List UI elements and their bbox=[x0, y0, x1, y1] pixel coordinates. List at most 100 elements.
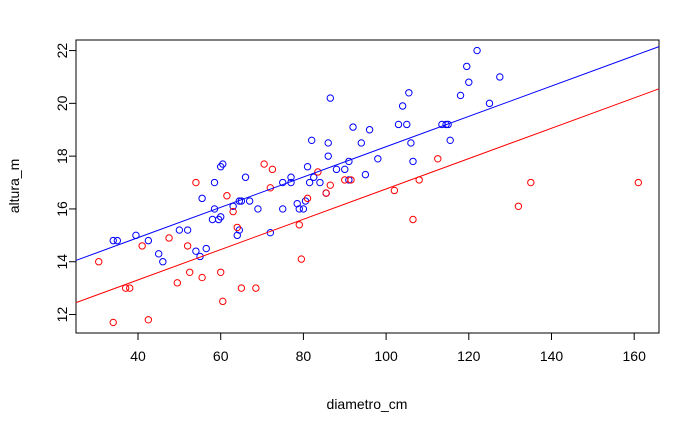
data-point bbox=[349, 123, 357, 131]
data-point bbox=[326, 181, 334, 189]
y-tick-label: 18 bbox=[54, 148, 70, 164]
data-point bbox=[210, 178, 219, 187]
data-point bbox=[407, 139, 415, 147]
data-point bbox=[322, 189, 330, 197]
data-point bbox=[496, 73, 504, 81]
data-point bbox=[126, 284, 134, 292]
data-point bbox=[405, 89, 413, 97]
data-point bbox=[514, 202, 523, 210]
data-point bbox=[409, 215, 417, 224]
data-point bbox=[394, 120, 403, 129]
data-point bbox=[485, 99, 494, 108]
data-point bbox=[297, 255, 306, 263]
y-tick-label: 22 bbox=[54, 43, 70, 59]
data-point bbox=[138, 242, 146, 250]
data-point bbox=[198, 273, 206, 282]
data-point bbox=[473, 46, 481, 55]
regression-line-2 bbox=[75, 88, 660, 304]
data-point bbox=[341, 176, 349, 184]
data-point bbox=[198, 194, 206, 203]
data-point bbox=[229, 207, 237, 216]
data-point bbox=[374, 155, 382, 163]
data-point bbox=[310, 173, 318, 181]
y-tick-label: 20 bbox=[54, 95, 70, 111]
data-point bbox=[260, 160, 268, 168]
data-point bbox=[113, 236, 122, 245]
plot-frame bbox=[75, 39, 660, 334]
data-point bbox=[287, 173, 295, 181]
data-point bbox=[305, 178, 314, 187]
data-point bbox=[237, 284, 246, 292]
data-point bbox=[254, 205, 262, 213]
data-point bbox=[223, 192, 231, 200]
y-tick-label: 14 bbox=[54, 254, 70, 270]
data-point bbox=[165, 234, 173, 242]
data-point bbox=[208, 215, 217, 224]
x-tick-label: 60 bbox=[213, 348, 229, 364]
y-axis: 12 14 16 18 20 22 bbox=[54, 43, 76, 322]
data-point bbox=[444, 120, 452, 129]
data-point bbox=[345, 176, 353, 184]
data-point bbox=[219, 297, 227, 306]
data-point bbox=[268, 165, 277, 174]
data-point bbox=[465, 78, 473, 86]
data-point bbox=[316, 178, 324, 187]
data-point bbox=[361, 170, 370, 179]
data-point bbox=[303, 194, 312, 203]
data-point bbox=[446, 136, 454, 145]
data-point bbox=[217, 213, 225, 221]
data-point bbox=[295, 221, 303, 229]
y-tick-label: 16 bbox=[54, 201, 70, 217]
data-point bbox=[434, 155, 442, 163]
data-point bbox=[154, 250, 163, 258]
x-tick-label: 140 bbox=[540, 348, 564, 364]
data-point bbox=[279, 178, 287, 187]
data-point bbox=[192, 247, 200, 255]
data-point bbox=[192, 178, 200, 187]
data-point bbox=[347, 176, 355, 184]
data-point bbox=[332, 165, 341, 174]
series-1 bbox=[109, 46, 504, 266]
data-point bbox=[324, 139, 332, 147]
data-point bbox=[109, 236, 117, 245]
data-point bbox=[183, 242, 192, 250]
data-point bbox=[634, 178, 643, 187]
data-point bbox=[299, 205, 308, 213]
series-layer bbox=[75, 46, 660, 327]
data-point bbox=[303, 163, 312, 171]
data-point bbox=[109, 318, 117, 327]
data-point bbox=[279, 205, 287, 213]
data-point bbox=[341, 165, 349, 174]
x-tick-label: 40 bbox=[130, 348, 146, 364]
data-point bbox=[235, 197, 244, 205]
data-point bbox=[390, 186, 399, 195]
data-point bbox=[233, 223, 241, 232]
data-point bbox=[324, 152, 332, 160]
data-point bbox=[186, 268, 194, 276]
data-point bbox=[173, 279, 182, 287]
data-point bbox=[442, 120, 450, 129]
y-axis-label: altura_m bbox=[6, 159, 22, 213]
data-point bbox=[144, 236, 153, 245]
data-point bbox=[314, 168, 322, 176]
data-point bbox=[456, 91, 465, 100]
series-2 bbox=[95, 155, 643, 327]
data-point bbox=[219, 160, 227, 168]
data-point bbox=[245, 197, 254, 205]
data-point bbox=[365, 126, 374, 134]
x-tick-label: 120 bbox=[457, 348, 481, 364]
x-axis-label: diametro_cm bbox=[327, 396, 408, 412]
data-point bbox=[175, 226, 184, 234]
data-point bbox=[202, 244, 210, 253]
regression-line-1 bbox=[75, 46, 660, 261]
data-point bbox=[463, 62, 471, 71]
data-point bbox=[183, 226, 192, 234]
data-point bbox=[357, 139, 365, 147]
data-point bbox=[295, 205, 303, 213]
data-point bbox=[398, 102, 407, 110]
x-tick-label: 100 bbox=[374, 348, 398, 364]
data-point bbox=[527, 178, 535, 187]
data-point bbox=[307, 136, 316, 145]
x-tick-label: 80 bbox=[296, 348, 312, 364]
